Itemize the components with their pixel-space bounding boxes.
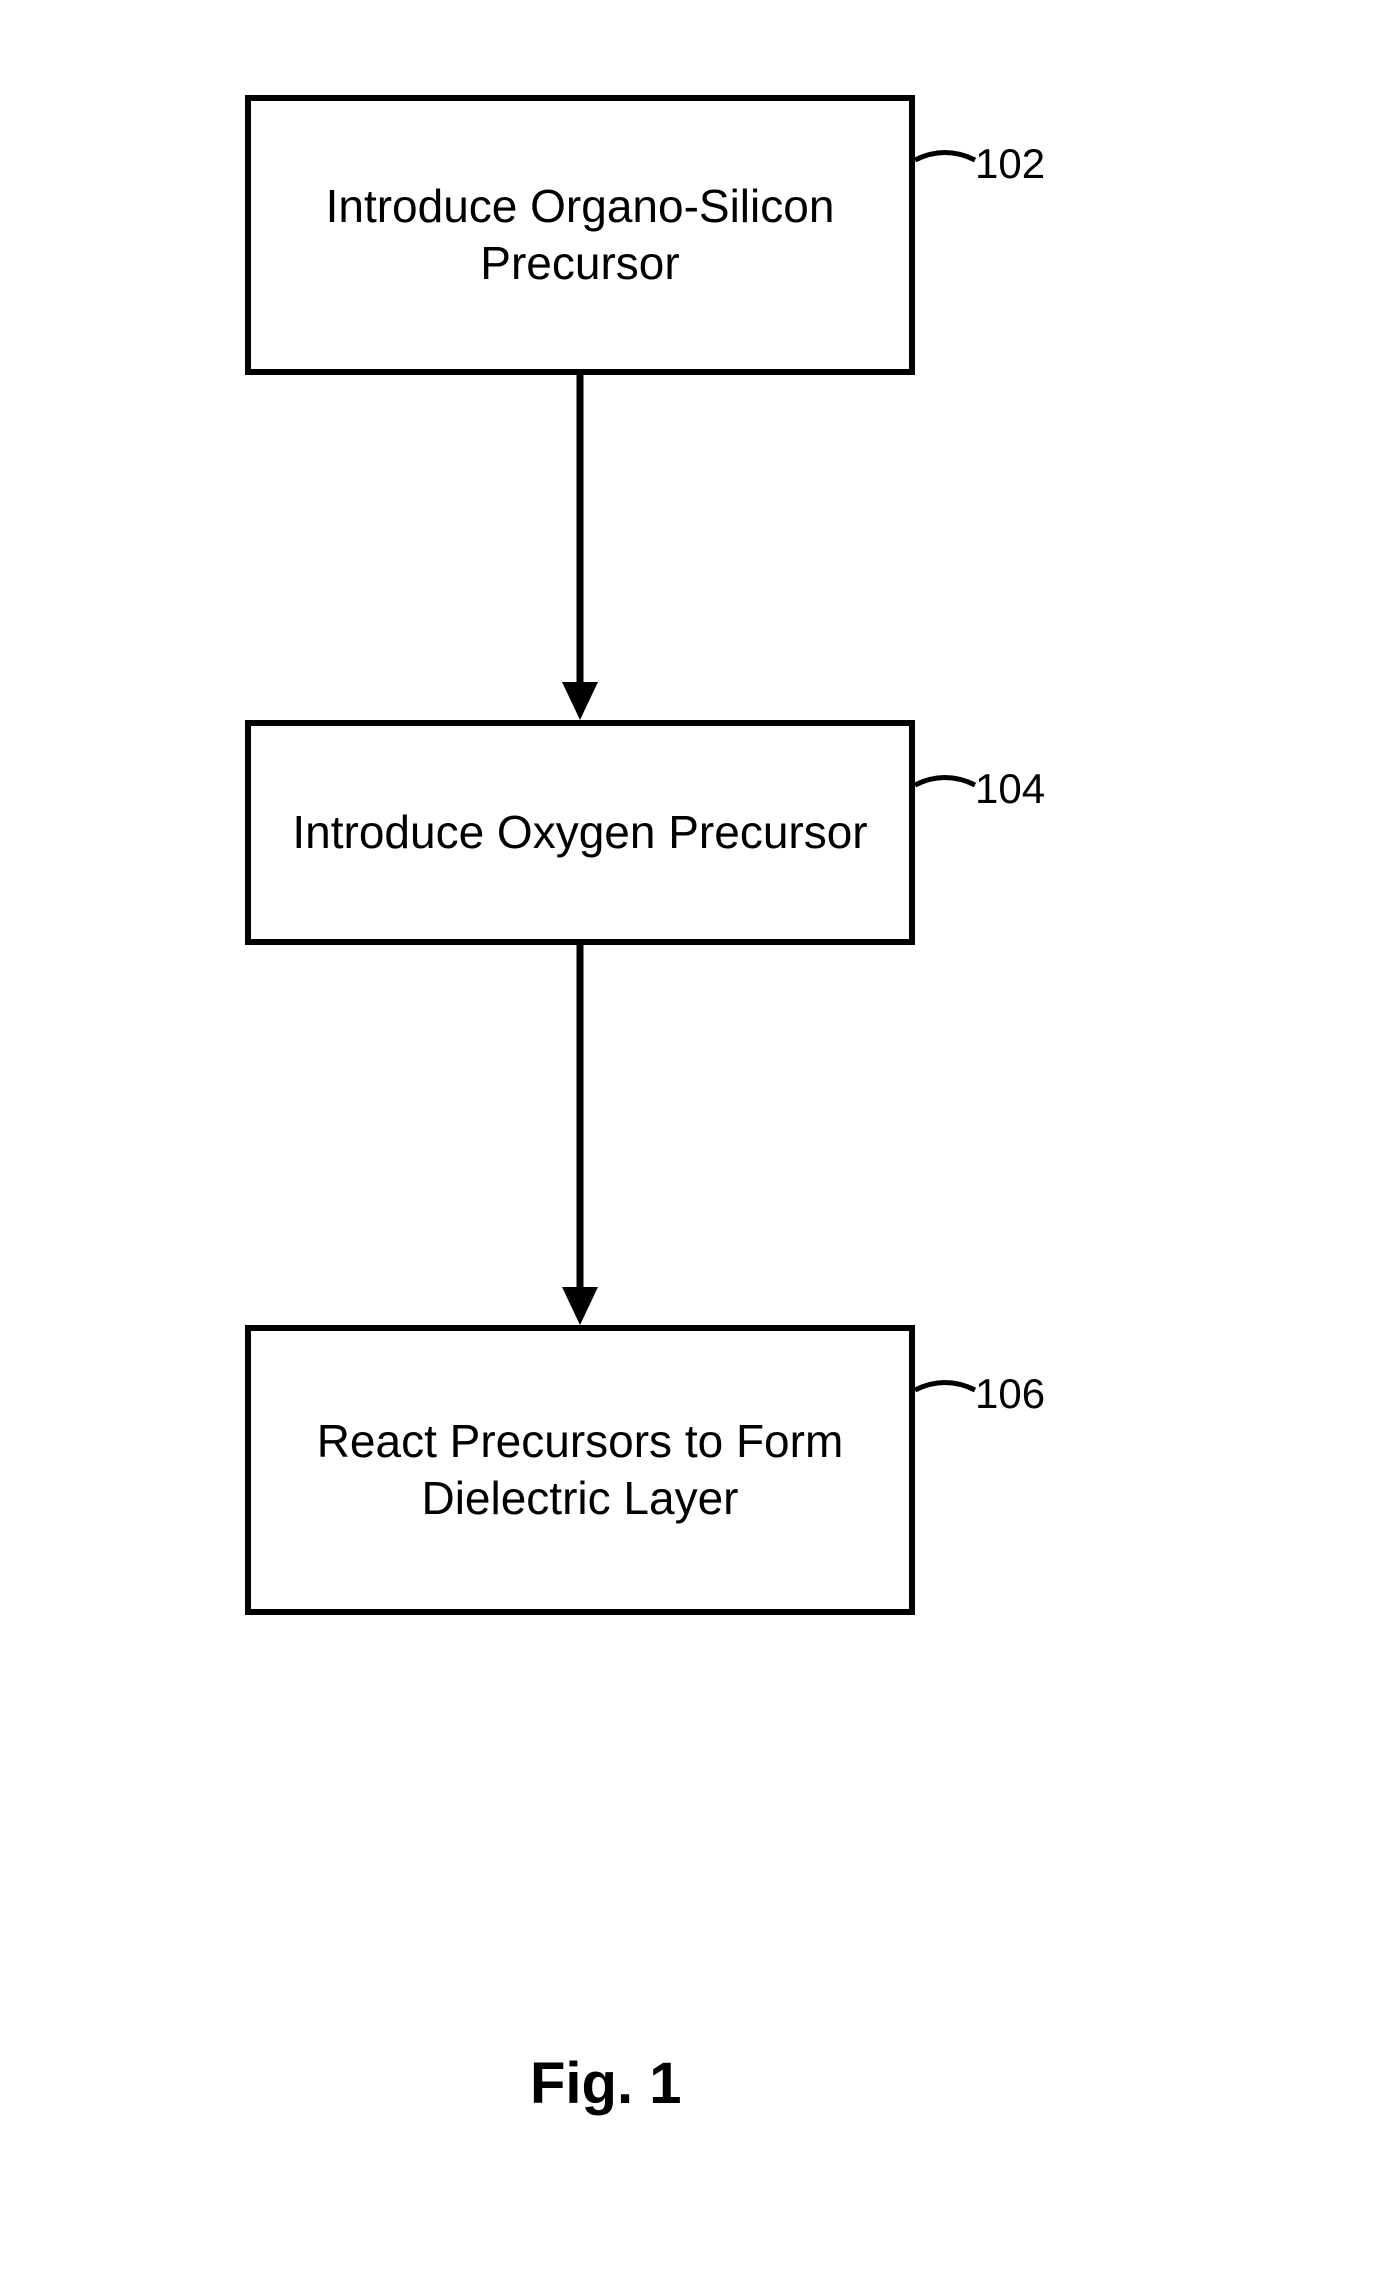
- flowchart-node-2-text: Introduce Oxygen Precursor: [292, 804, 867, 862]
- leader-line-3: [0, 0, 1, 1]
- flowchart-node-3-text: React Precursors to FormDielectric Layer: [317, 1413, 844, 1528]
- flowchart-node-3-label: 106: [975, 1370, 1045, 1418]
- flowchart-node-3: React Precursors to FormDielectric Layer: [245, 1325, 915, 1615]
- flowchart-node-2-label: 104: [975, 765, 1045, 813]
- flowchart-node-2: Introduce Oxygen Precursor: [245, 720, 915, 945]
- flowchart-node-1: Introduce Organo-SiliconPrecursor: [245, 95, 915, 375]
- flowchart-node-1-label: 102: [975, 140, 1045, 188]
- figure-caption: Fig. 1: [530, 2050, 681, 2117]
- flowchart-node-1-text: Introduce Organo-SiliconPrecursor: [326, 178, 835, 293]
